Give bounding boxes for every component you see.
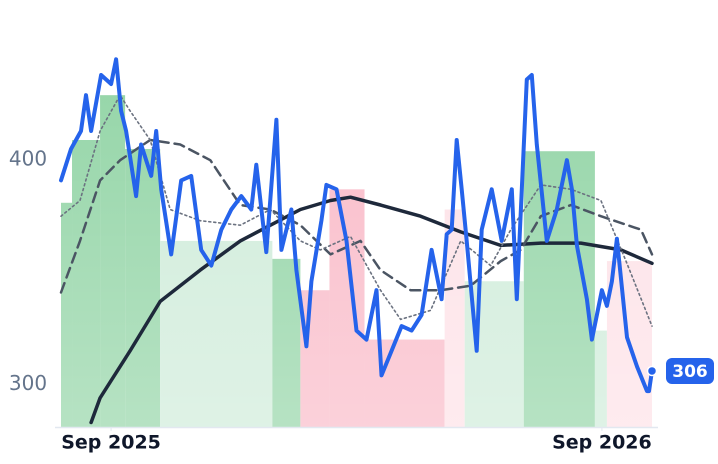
last-point [646,365,658,377]
last-value-badge [666,357,714,384]
x-tick-label: Sep 2026 [552,432,652,454]
y-tick-label: 400 [9,147,47,171]
y-tick-label: 300 [9,371,47,395]
axes: 306 300 400 Sep 2025 Sep 2026 [9,147,714,454]
series-line [59,138,654,294]
region-fade [61,1,652,427]
series-line [59,57,654,394]
lines [59,57,654,425]
series-line [60,94,653,327]
x-tick-label: Sep 2025 [61,432,161,454]
regions [61,1,652,427]
series-line [89,195,654,425]
last-value-label: 306 [672,362,708,382]
